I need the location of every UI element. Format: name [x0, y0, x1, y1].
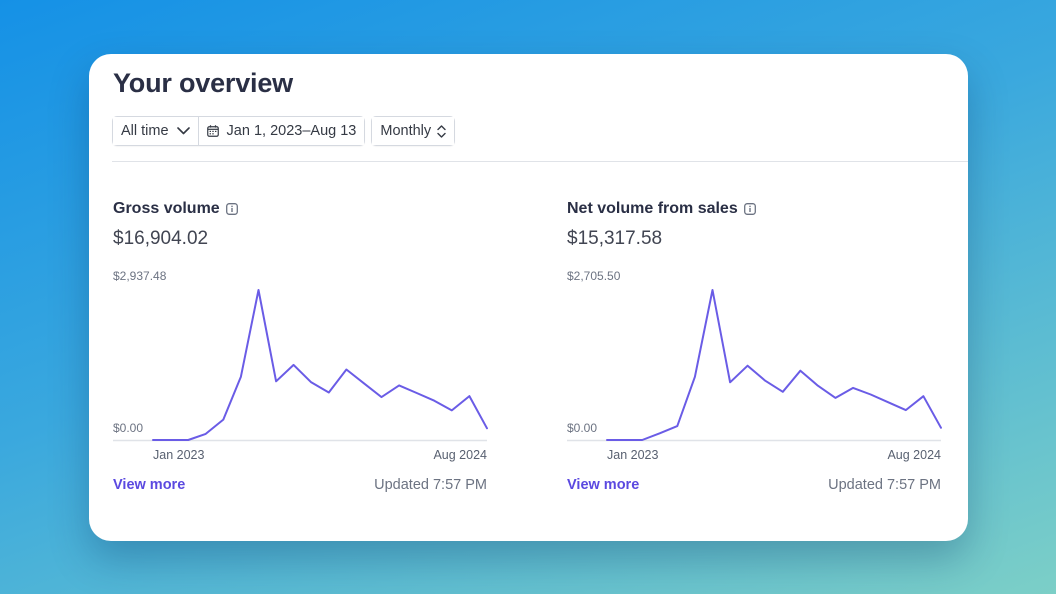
date-range-picker[interactable]: Jan 1, 2023–Aug 13 [197, 117, 365, 145]
gross-volume-panel: Gross volume $16,904.02 $2,937.48 $0.00 … [113, 200, 488, 500]
x-start-label: Jan 2023 [607, 448, 659, 462]
gross-volume-chart: $2,937.48 $0.00 [113, 269, 488, 442]
calendar-icon [206, 125, 219, 137]
x-end-label: Aug 2024 [887, 448, 941, 462]
date-range-label: Jan 1, 2023–Aug 13 [226, 123, 357, 139]
x-start-label: Jan 2023 [153, 448, 205, 462]
panel-title: Gross volume [113, 200, 238, 218]
y-min-label: $0.00 [567, 421, 597, 435]
chart-svg: $2,705.50 $0.00 [567, 269, 942, 442]
panel-title: Net volume from sales [567, 200, 756, 218]
y-max-label: $2,937.48 [113, 269, 167, 283]
overview-card: Your overview All time [89, 54, 968, 541]
panel-total-value: $15,317.58 [567, 228, 663, 249]
series-line [152, 289, 488, 441]
interval-dropdown[interactable]: Monthly [372, 117, 455, 145]
updated-timestamp: Updated 7:57 PM [828, 477, 941, 493]
date-filter-group: All time [112, 116, 366, 146]
updated-timestamp: Updated 7:57 PM [374, 477, 487, 493]
x-end-label: Aug 2024 [433, 448, 487, 462]
filter-bar: All time [112, 116, 456, 146]
y-min-label: $0.00 [113, 421, 143, 435]
series-line [606, 289, 942, 441]
page-title: Your overview [113, 68, 293, 98]
chevron-up-down-icon [437, 124, 446, 138]
panel-title-text: Net volume from sales [567, 200, 738, 217]
y-max-label: $2,705.50 [567, 269, 621, 283]
net-volume-panel: Net volume from sales $15,317.58 $2,705.… [567, 200, 942, 500]
view-more-link[interactable]: View more [113, 477, 186, 493]
interval-label: Monthly [380, 123, 432, 139]
net-volume-chart: $2,705.50 $0.00 [567, 269, 942, 442]
panel-total-value: $16,904.02 [113, 228, 209, 249]
header-divider [112, 161, 968, 162]
info-icon[interactable] [743, 203, 756, 215]
panel-title-text: Gross volume [113, 200, 220, 217]
chart-svg: $2,937.48 $0.00 [113, 269, 488, 442]
interval-filter-group: Monthly [371, 116, 456, 146]
range-label: All time [121, 123, 169, 139]
chevron-down-icon [176, 127, 190, 135]
info-icon[interactable] [225, 203, 238, 215]
range-dropdown[interactable]: All time [113, 117, 198, 145]
view-more-link[interactable]: View more [567, 477, 640, 493]
